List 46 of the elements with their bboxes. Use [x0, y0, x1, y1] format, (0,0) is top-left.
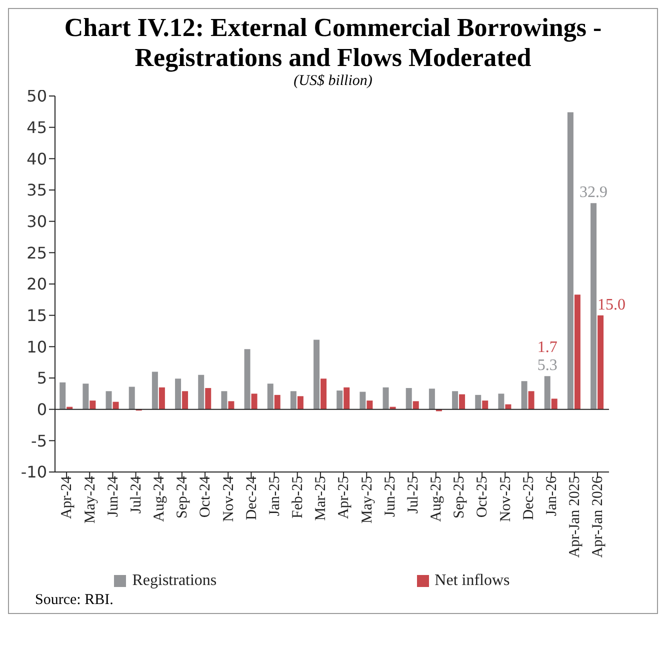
x-tick-label: Nov-25 — [498, 476, 514, 522]
y-tick-label: 40 — [26, 149, 47, 168]
x-tick-label: Jun-25 — [382, 476, 398, 517]
y-tick-label: 25 — [26, 243, 47, 262]
y-tick-label: 35 — [26, 180, 47, 200]
data-label: 32.9 — [580, 184, 608, 202]
chart-title: Chart IV.12: External Commercial Borrowings - Registrations and Flows Moderated — [63, 13, 603, 73]
x-tick-label: Oct-24 — [198, 476, 214, 518]
x-tick-label: Apr-25 — [336, 476, 352, 520]
x-tick-label: Feb-25 — [290, 476, 306, 518]
y-tick-label: 10 — [26, 337, 47, 356]
x-tick-label: Jul-24 — [128, 476, 144, 514]
x-tick-label: Jun-24 — [105, 476, 122, 517]
x-tick-label: Nov-24 — [220, 476, 237, 522]
x-tick-label: Aug-24 — [152, 476, 168, 522]
x-tick-label: Dec-24 — [244, 476, 260, 520]
y-tick-label: 0 — [36, 400, 47, 420]
x-tick-label: Aug-25 — [428, 476, 445, 522]
x-tick-label: May-25 — [359, 476, 376, 524]
data-label: 1.7 — [537, 339, 558, 356]
x-tick-label: Apr-Jan 2026 — [590, 476, 606, 558]
x-tick-label: Apr-24 — [59, 476, 76, 520]
x-tick-label: Sep-24 — [174, 476, 191, 518]
x-tick-label: Apr-Jan 2025 — [567, 476, 584, 558]
x-tick-label: Jan-26 — [544, 476, 560, 516]
y-tick-label: 45 — [26, 118, 47, 138]
x-tick-label: Jan-25 — [266, 476, 283, 516]
x-tick-label: Oct-25 — [474, 476, 491, 518]
y-tick-label: -5 — [31, 431, 47, 450]
chart-subtitle: (US$ billion) — [294, 73, 372, 89]
x-tick-label: Dec-25 — [520, 476, 537, 520]
x-tick-label: Mar-25 — [313, 476, 330, 521]
y-tick-label: 5 — [36, 368, 47, 388]
y-tick-label: 20 — [26, 274, 47, 294]
y-tick-label: -10 — [20, 462, 47, 482]
y-tick-label: 30 — [26, 212, 47, 232]
x-tick-label: Jul-25 — [405, 476, 422, 514]
legend-label: Net inflows — [434, 572, 510, 590]
legend-label: Registrations — [131, 572, 217, 590]
data-label: 15.0 — [598, 296, 626, 314]
y-tick-label: 15 — [26, 306, 47, 326]
source-note: Source: RBI. — [35, 592, 114, 609]
data-label: 5.3 — [537, 357, 558, 374]
y-tick-label: 50 — [26, 86, 47, 106]
x-tick-label: Sep-25 — [452, 476, 468, 518]
x-tick-label: May-24 — [82, 476, 98, 524]
